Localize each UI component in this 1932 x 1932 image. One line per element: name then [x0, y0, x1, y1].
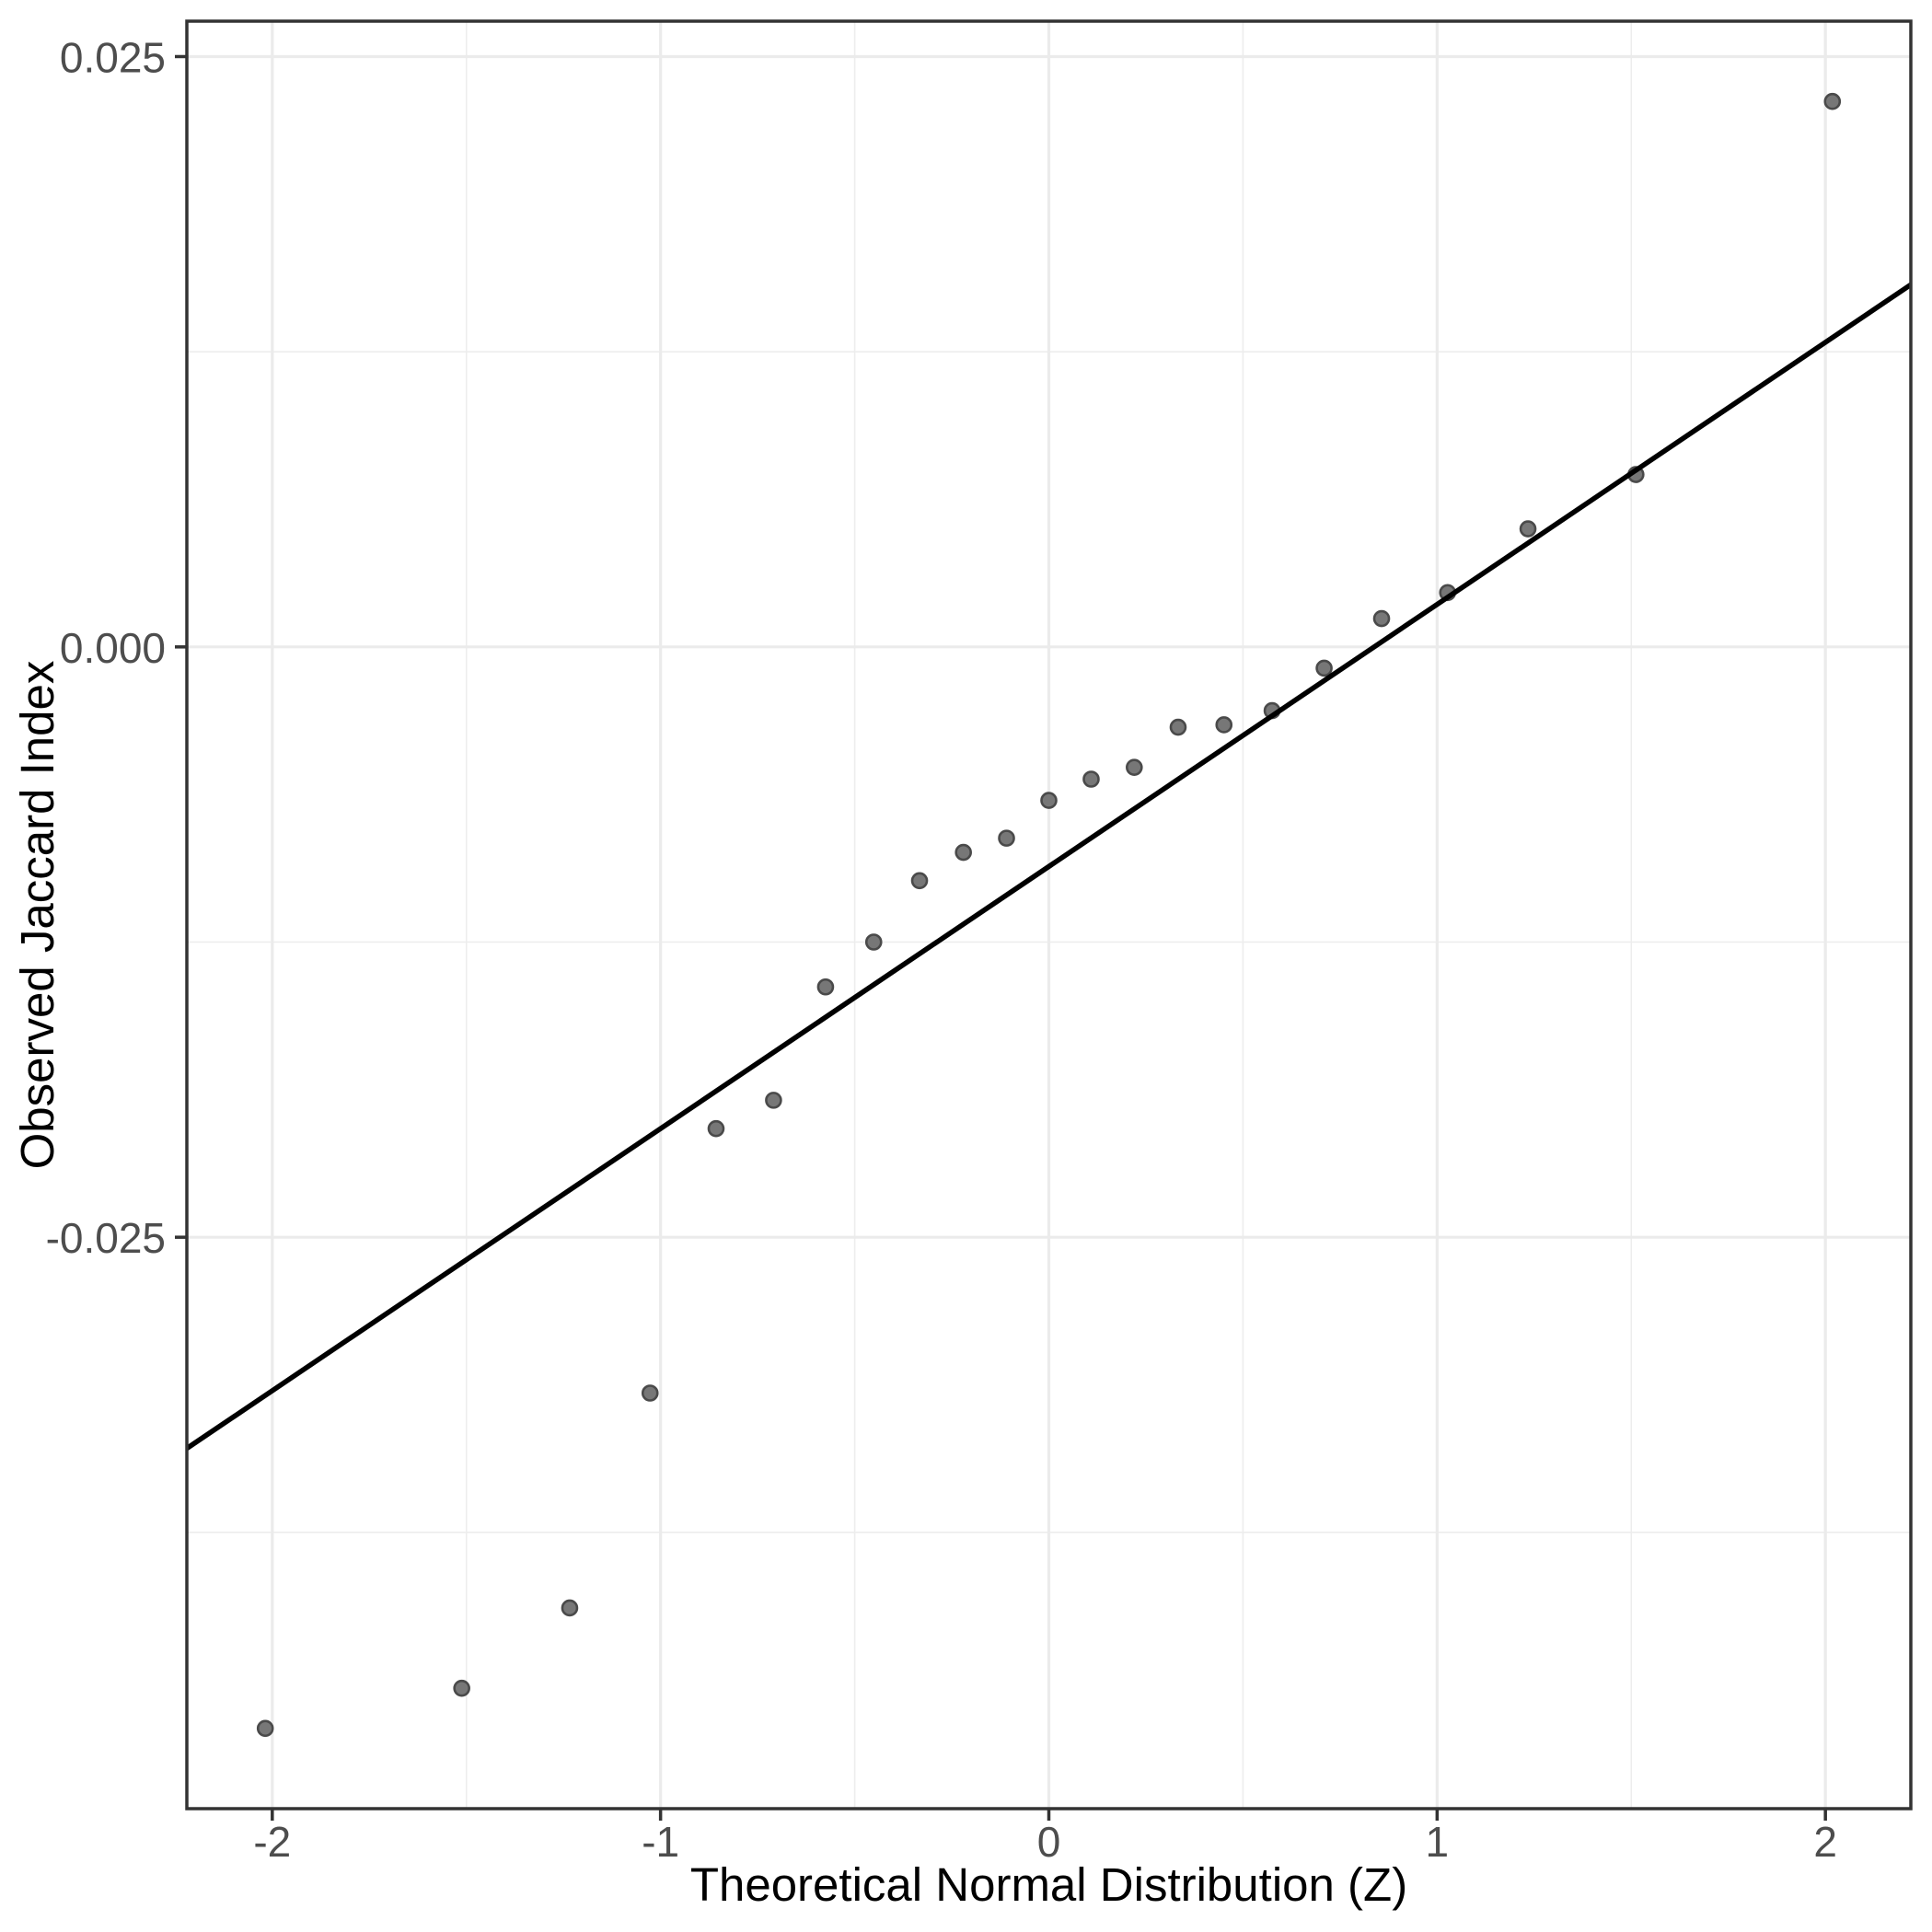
- data-point: [1519, 520, 1537, 538]
- data-point: [1126, 758, 1143, 776]
- gridlines-major: [187, 21, 1911, 1809]
- data-point: [1315, 659, 1333, 677]
- data-point: [1169, 718, 1187, 736]
- y-tick-label: -0.025: [46, 1214, 166, 1262]
- data-point: [561, 1599, 579, 1617]
- data-point: [707, 1119, 725, 1138]
- data-point: [1082, 770, 1100, 788]
- x-axis-ticks: [271, 1809, 1827, 1821]
- y-axis-ticks: [175, 54, 187, 1239]
- data-point: [256, 1719, 274, 1738]
- data-point: [641, 1384, 659, 1402]
- y-axis-tick-labels: 0.025 0.000 -0.025: [46, 33, 166, 1262]
- x-axis-tick-labels: -2 -1 0 1 2: [253, 1818, 1837, 1866]
- data-point: [998, 829, 1015, 847]
- x-tick-label: 1: [1426, 1818, 1450, 1866]
- data-point: [864, 933, 883, 951]
- data-point: [816, 978, 835, 996]
- data-point: [1372, 609, 1391, 628]
- data-point: [1215, 716, 1233, 734]
- x-tick-label: -1: [642, 1818, 679, 1866]
- data-point: [1040, 792, 1058, 809]
- y-tick-label: 0.000: [60, 624, 166, 672]
- x-tick-label: 2: [1813, 1818, 1837, 1866]
- y-tick-label: 0.025: [60, 33, 166, 81]
- data-point: [1823, 92, 1842, 110]
- x-axis-title: Theoretical Normal Distribution (Z): [690, 1858, 1407, 1911]
- x-tick-label: -2: [253, 1818, 291, 1866]
- data-point: [453, 1679, 470, 1697]
- y-axis-title: Observed Jaccard Index: [11, 661, 64, 1170]
- x-tick-label: 0: [1037, 1818, 1061, 1866]
- data-point: [954, 843, 972, 862]
- data-point: [765, 1092, 782, 1109]
- qq-reference-line: [185, 282, 1913, 1451]
- data-point: [910, 872, 929, 890]
